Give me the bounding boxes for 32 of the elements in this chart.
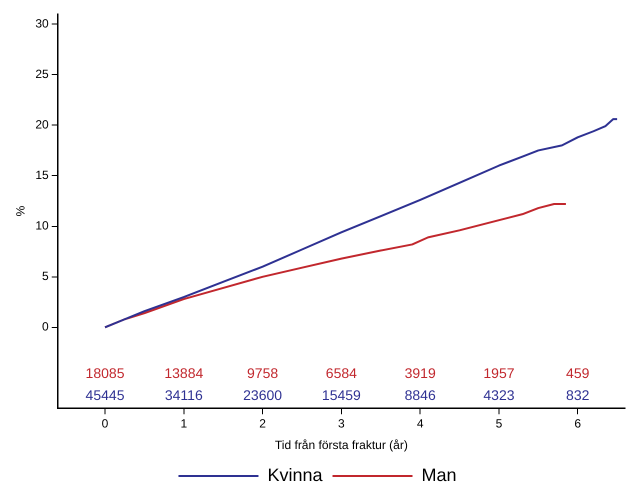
annotation: 6584 [326, 365, 358, 382]
y-tick-label: 25 [35, 66, 50, 81]
x-tick-label: 3 [338, 416, 346, 431]
x-tick-label: 1 [180, 416, 188, 431]
annotation: 4323 [483, 387, 515, 404]
annotation: 23600 [243, 387, 282, 404]
annotation: 9758 [247, 365, 278, 382]
y-tick-label: 30 [35, 16, 50, 30]
annotation: 15459 [322, 387, 362, 404]
y-tick-label: 15 [35, 168, 50, 182]
annotation: 8846 [404, 387, 436, 404]
annotation: 832 [566, 387, 590, 404]
x-tick-label: 2 [259, 416, 266, 431]
y-tick-label: 20 [35, 117, 50, 132]
x-tick-label: 5 [496, 416, 503, 431]
annotation: 34116 [164, 387, 203, 404]
y-tick-label: 5 [42, 269, 50, 284]
x-axis-title: Tid från första fraktur (år) [274, 438, 408, 452]
y-tick-label: 0 [42, 320, 50, 334]
annotation: 1957 [483, 365, 515, 382]
annotation: 18085 [86, 365, 125, 382]
legend-label: Man [422, 464, 457, 485]
annotation: 3919 [404, 365, 436, 382]
x-tick-label: 4 [416, 416, 424, 431]
annotation: 459 [566, 365, 590, 382]
legend-label: Kvinna [267, 464, 324, 485]
x-tick-label: 0 [102, 416, 109, 431]
annotation: 13884 [164, 365, 204, 382]
x-tick-label: 6 [574, 416, 582, 431]
y-axis-title: % [14, 205, 28, 216]
annotation: 45445 [86, 387, 125, 404]
y-tick-label: 10 [35, 218, 50, 233]
